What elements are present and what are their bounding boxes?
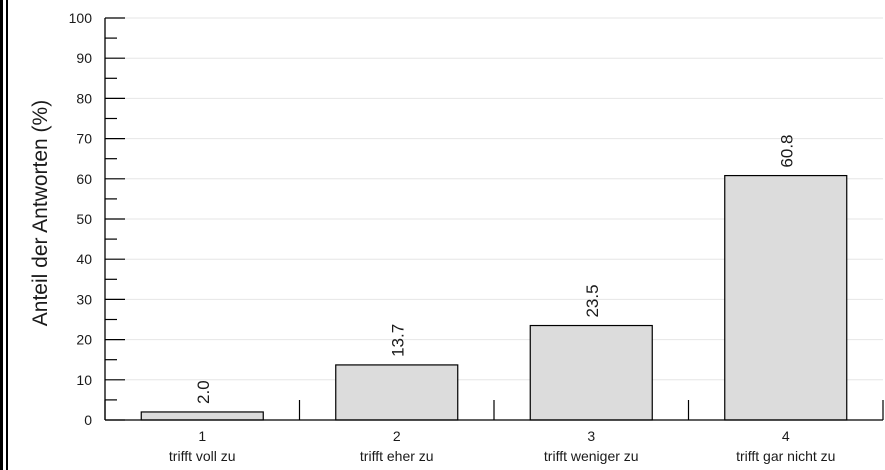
x-tick-code: 3 — [587, 428, 595, 444]
x-tick-labels: 1 trifft voll zu 2 trifft eher zu 3 trifft we… — [169, 428, 836, 464]
axes — [104, 17, 884, 421]
bar — [140, 411, 264, 421]
y-tick-label: 40 — [76, 251, 92, 267]
y-tick-label: 90 — [76, 50, 92, 66]
x-tick-code: 1 — [198, 428, 206, 444]
y-tick-label: 50 — [76, 211, 92, 227]
y-tick-label: 60 — [76, 171, 92, 187]
y-tick-label: 80 — [76, 90, 92, 106]
y-tick-label: 30 — [76, 291, 92, 307]
grid-lines — [105, 17, 883, 381]
y-tick-label: 100 — [69, 10, 93, 26]
x-tick-label: trifft eher zu — [360, 448, 434, 464]
bar — [529, 324, 653, 421]
x-tick-code: 4 — [782, 428, 790, 444]
bar — [724, 174, 848, 421]
y-tick-label: 20 — [76, 332, 92, 348]
bar-value-label: 2.0 — [194, 380, 213, 404]
x-tick-label: trifft gar nicht zu — [736, 448, 835, 464]
left-border-decoration — [0, 0, 8, 470]
bar — [335, 364, 459, 421]
bar-value-label: 60.8 — [778, 134, 797, 167]
bars — [140, 174, 848, 421]
x-tick-label: trifft weniger zu — [544, 448, 639, 464]
y-tick-label: 70 — [76, 131, 92, 147]
y-tick-labels: 0 10 20 30 40 50 60 70 80 90 100 — [69, 10, 93, 428]
bar-value-label: 13.7 — [389, 324, 408, 357]
value-labels: 2.0 13.7 23.5 60.8 — [194, 134, 797, 403]
x-tick-label: trifft voll zu — [169, 448, 236, 464]
x-tick-code: 2 — [393, 428, 401, 444]
y-tick-label: 10 — [76, 372, 92, 388]
y-axis-title: Anteil der Antworten (%) — [29, 100, 52, 326]
y-tick-label: 0 — [84, 412, 92, 428]
bar-value-label: 23.5 — [583, 284, 602, 317]
